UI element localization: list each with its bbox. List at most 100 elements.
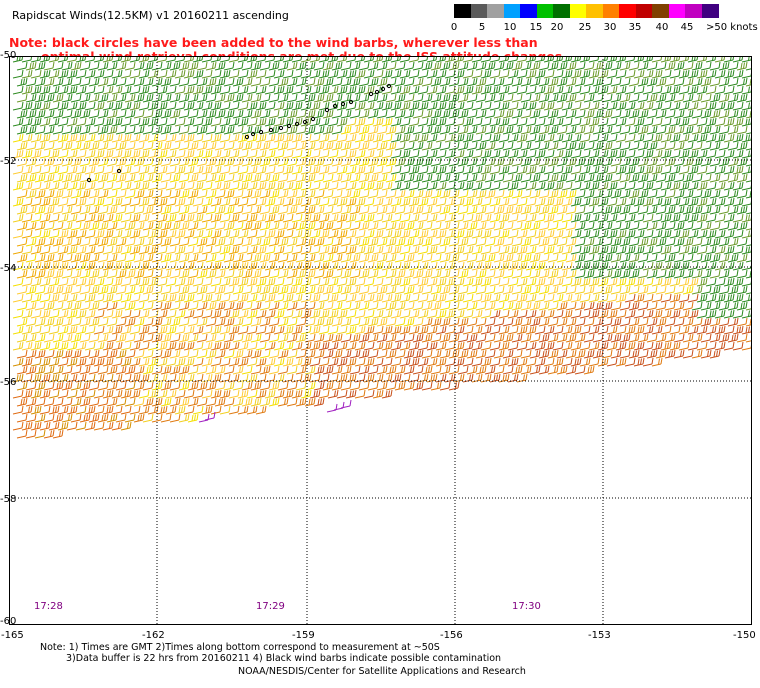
wind-barb <box>232 61 244 71</box>
barb-feather <box>28 70 30 77</box>
wind-barb <box>268 61 280 71</box>
barb-feather <box>698 62 700 69</box>
note-line-1: Note: black circles have been added to t… <box>9 35 538 50</box>
barb-feather <box>520 61 523 69</box>
barb-shaft <box>426 59 437 63</box>
barb-feather <box>673 61 676 69</box>
barb-shaft <box>30 59 41 63</box>
barb-shaft <box>696 59 707 63</box>
barb-shaft <box>223 67 234 71</box>
scale-swatch <box>470 4 488 18</box>
barb-feather <box>257 62 259 69</box>
wind-barb <box>21 69 33 79</box>
barb-feather <box>502 61 505 69</box>
wind-barb <box>556 61 568 71</box>
barb-feather <box>232 61 235 69</box>
barb-feather <box>217 56 219 61</box>
barb-feather <box>326 63 329 70</box>
barb-shaft <box>610 67 621 71</box>
barb-shaft <box>655 67 666 71</box>
barb-feather <box>113 62 115 69</box>
wind-barb <box>412 61 424 71</box>
barb-feather <box>385 61 388 69</box>
wind-barb <box>313 61 325 71</box>
barb-shaft <box>48 75 59 79</box>
barb-feather <box>466 61 469 69</box>
barb-shaft <box>394 67 405 71</box>
barb-feather <box>46 56 48 61</box>
barb-feather <box>356 62 358 69</box>
barb-feather <box>518 62 520 69</box>
map-title: Rapidscat Winds(12.5KM) v1 20160211 asce… <box>12 9 289 22</box>
barb-feather <box>577 56 579 61</box>
barb-feather <box>340 61 343 69</box>
wind-barb <box>475 61 487 71</box>
barb-feather <box>124 61 127 69</box>
barb-shaft <box>147 59 158 63</box>
barb-feather <box>29 63 32 70</box>
barb-shaft <box>516 59 527 63</box>
barb-feather <box>572 62 574 69</box>
barb-feather <box>19 56 21 61</box>
barb-shaft <box>84 59 95 63</box>
barb-feather <box>586 56 588 61</box>
barb-feather <box>173 63 176 70</box>
scale-swatch <box>586 4 603 18</box>
barb-shaft <box>57 59 68 63</box>
barb-feather <box>149 62 151 69</box>
barb-shaft <box>52 67 63 71</box>
wind-barb-map <box>9 56 752 625</box>
barb-feather <box>448 61 451 69</box>
barb-feather <box>370 56 372 61</box>
wind-barb <box>736 61 748 71</box>
barb-shaft <box>210 59 221 63</box>
barb-feather <box>668 63 671 70</box>
barb-feather <box>218 63 221 70</box>
scale-swatch <box>602 4 620 18</box>
barb-feather <box>437 62 439 69</box>
barb-feather <box>538 61 541 69</box>
barb-shaft <box>129 59 140 63</box>
barb-feather <box>622 56 624 61</box>
wind-barb <box>241 61 253 71</box>
barb-feather <box>682 61 685 69</box>
scale-swatch <box>503 4 521 18</box>
wind-barb <box>673 61 685 71</box>
barb-feather <box>644 62 646 69</box>
barb-feather <box>191 63 194 70</box>
barb-feather <box>428 62 430 69</box>
wind-barb <box>12 69 24 79</box>
barb-feather <box>118 56 120 61</box>
scale-swatch <box>553 4 570 18</box>
barb-feather <box>55 56 57 61</box>
barb-feather <box>745 61 748 69</box>
barb-feather <box>259 61 262 69</box>
wind-barb <box>295 61 307 71</box>
barb-shaft <box>30 75 41 79</box>
barb-feather <box>608 62 610 69</box>
wind-barb <box>169 61 181 71</box>
barb-shaft <box>21 75 32 79</box>
barb-feather <box>554 62 556 69</box>
wind-barb <box>187 61 199 71</box>
barb-shaft <box>300 59 311 63</box>
barb-feather <box>730 56 732 61</box>
barb-shaft <box>471 59 482 63</box>
barb-feather <box>613 56 615 61</box>
wind-barb <box>655 61 667 71</box>
barb-feather <box>743 62 745 69</box>
barb-feather <box>151 61 154 69</box>
barb-feather <box>185 62 187 69</box>
wind-barb <box>709 61 721 71</box>
barb-feather <box>205 61 208 69</box>
wind-barb <box>133 61 145 71</box>
barb-feather <box>136 56 138 61</box>
barb-feather <box>37 56 39 61</box>
barb-feather <box>250 61 253 69</box>
barb-feather <box>511 61 514 69</box>
barb-shaft <box>255 59 266 63</box>
barb-feather <box>146 63 149 70</box>
barb-feather <box>475 61 478 69</box>
scale-label: 10 <box>503 22 517 33</box>
scale-label: 30 <box>603 22 617 33</box>
